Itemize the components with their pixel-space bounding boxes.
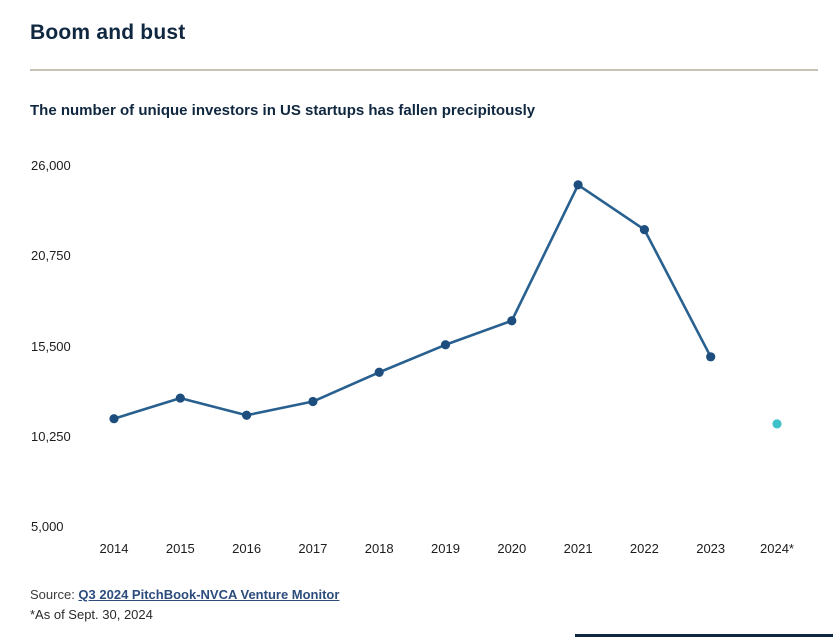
footnote: *As of Sept. 30, 2024	[30, 607, 153, 622]
y-tick-label: 5,000	[31, 519, 64, 534]
x-tick-label: 2014	[99, 541, 129, 556]
x-tick-label: 2015	[165, 541, 195, 556]
title-divider	[30, 69, 818, 71]
bottom-border-line	[575, 634, 833, 637]
data-point-marker	[507, 316, 517, 326]
data-point-marker	[440, 340, 451, 350]
y-tick-label: 26,000	[31, 158, 71, 173]
x-tick-label: 2021	[563, 541, 593, 556]
data-point-marker	[242, 410, 252, 420]
source-label: Source:	[30, 587, 79, 602]
source-block: Source: Q3 2024 PitchBook-NVCA Venture M…	[30, 585, 339, 625]
data-point-marker	[308, 396, 318, 407]
source-link[interactable]: Q3 2024 PitchBook-NVCA Venture Monitor	[78, 587, 340, 602]
data-point-marker	[109, 414, 119, 424]
data-point-marker	[374, 367, 384, 377]
x-tick-label: 2023	[696, 541, 726, 556]
chart-subtitle: The number of unique investors in US sta…	[30, 102, 536, 119]
x-tick-label: 2022	[629, 541, 659, 556]
x-tick-label: 2019	[431, 541, 460, 556]
x-tick-label: 2018	[364, 541, 394, 556]
y-tick-label: 15,500	[31, 338, 71, 354]
data-point-marker	[573, 180, 583, 190]
data-point-marker	[706, 352, 716, 362]
trend-line	[112, 183, 713, 421]
x-tick-label: 2024*	[760, 541, 794, 556]
y-tick-label: 20,750	[31, 248, 71, 264]
data-point-marker	[175, 393, 185, 403]
provisional-data-point-marker	[772, 419, 782, 429]
x-tick-label: 2017	[298, 541, 328, 556]
x-tick-label: 2016	[232, 541, 262, 556]
source-line: Source: Q3 2024 PitchBook-NVCA Venture M…	[30, 585, 339, 605]
chart-title: Boom and bust	[30, 21, 186, 44]
data-point-marker	[639, 225, 650, 235]
x-tick-label: 2020	[497, 541, 527, 556]
y-tick-label: 10,250	[31, 428, 71, 444]
